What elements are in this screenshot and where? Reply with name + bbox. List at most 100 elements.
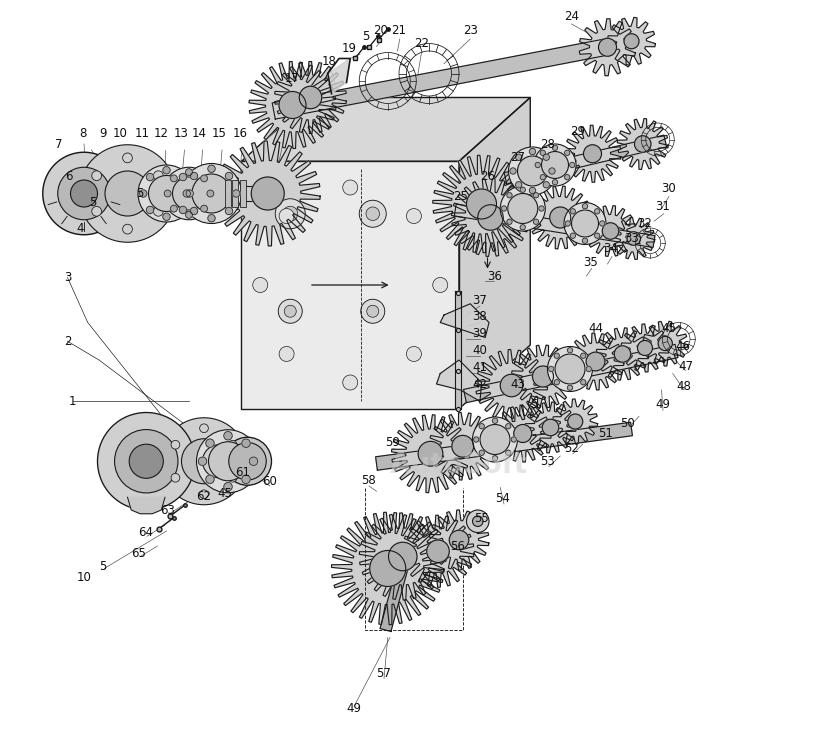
Text: 51: 51 bbox=[597, 427, 612, 440]
Circle shape bbox=[626, 232, 640, 245]
Polygon shape bbox=[454, 291, 460, 409]
Circle shape bbox=[114, 430, 178, 493]
Polygon shape bbox=[563, 125, 620, 182]
Circle shape bbox=[163, 167, 215, 220]
Text: 15: 15 bbox=[212, 127, 226, 140]
Polygon shape bbox=[327, 58, 350, 94]
Text: 29: 29 bbox=[569, 124, 585, 138]
Circle shape bbox=[163, 213, 170, 220]
Circle shape bbox=[185, 169, 192, 176]
Circle shape bbox=[171, 440, 179, 449]
Circle shape bbox=[581, 238, 587, 243]
Circle shape bbox=[138, 165, 195, 222]
Circle shape bbox=[370, 550, 405, 586]
Circle shape bbox=[543, 154, 549, 160]
Polygon shape bbox=[620, 324, 668, 372]
Circle shape bbox=[594, 209, 599, 214]
Circle shape bbox=[207, 190, 213, 197]
Polygon shape bbox=[475, 350, 547, 422]
Circle shape bbox=[160, 418, 247, 505]
Circle shape bbox=[181, 439, 227, 484]
Circle shape bbox=[510, 436, 516, 442]
Circle shape bbox=[79, 145, 176, 242]
Text: 11: 11 bbox=[135, 127, 150, 140]
Circle shape bbox=[563, 202, 605, 244]
Text: 57: 57 bbox=[376, 667, 391, 680]
Circle shape bbox=[515, 154, 521, 160]
Polygon shape bbox=[566, 333, 624, 390]
Text: 60: 60 bbox=[262, 475, 277, 488]
Circle shape bbox=[580, 380, 586, 385]
Circle shape bbox=[225, 207, 232, 214]
Text: 58: 58 bbox=[361, 473, 376, 487]
Polygon shape bbox=[331, 512, 443, 625]
Circle shape bbox=[533, 193, 538, 198]
Circle shape bbox=[241, 475, 250, 484]
Text: 65: 65 bbox=[131, 547, 146, 560]
Text: 5: 5 bbox=[99, 560, 107, 573]
Polygon shape bbox=[617, 118, 667, 170]
Circle shape bbox=[515, 182, 521, 188]
Bar bbox=[240, 180, 246, 207]
Circle shape bbox=[92, 206, 102, 216]
Polygon shape bbox=[272, 38, 609, 119]
Circle shape bbox=[228, 442, 266, 480]
Circle shape bbox=[192, 174, 231, 213]
Text: 59: 59 bbox=[385, 436, 400, 449]
Circle shape bbox=[500, 374, 522, 397]
Circle shape bbox=[564, 150, 569, 155]
Circle shape bbox=[539, 175, 545, 180]
Text: 5: 5 bbox=[529, 398, 537, 412]
Text: 31: 31 bbox=[655, 200, 670, 213]
Text: 38: 38 bbox=[472, 310, 487, 323]
Circle shape bbox=[541, 152, 568, 178]
Circle shape bbox=[279, 92, 306, 118]
Text: 62: 62 bbox=[196, 490, 211, 503]
Text: 45: 45 bbox=[661, 322, 676, 335]
Circle shape bbox=[479, 450, 484, 455]
Circle shape bbox=[553, 380, 559, 385]
Circle shape bbox=[506, 193, 511, 198]
Circle shape bbox=[505, 424, 510, 429]
Polygon shape bbox=[494, 405, 551, 462]
Circle shape bbox=[570, 209, 575, 214]
Polygon shape bbox=[440, 304, 489, 338]
Text: 5: 5 bbox=[136, 187, 144, 200]
Text: 63: 63 bbox=[160, 503, 175, 517]
Circle shape bbox=[569, 163, 574, 168]
Text: 32: 32 bbox=[637, 217, 652, 230]
Circle shape bbox=[549, 207, 570, 228]
Circle shape bbox=[252, 278, 267, 292]
Circle shape bbox=[517, 156, 547, 186]
Text: 9: 9 bbox=[99, 127, 107, 140]
Circle shape bbox=[472, 417, 517, 462]
Circle shape bbox=[190, 172, 198, 180]
Text: AutoSoft: AutoSoft bbox=[390, 451, 528, 479]
Circle shape bbox=[508, 147, 556, 195]
Text: 56: 56 bbox=[450, 539, 465, 553]
Circle shape bbox=[208, 165, 215, 172]
Circle shape bbox=[500, 186, 545, 231]
Circle shape bbox=[200, 175, 208, 181]
Polygon shape bbox=[275, 62, 346, 134]
Polygon shape bbox=[528, 186, 591, 249]
Circle shape bbox=[533, 219, 538, 224]
Text: 39: 39 bbox=[472, 327, 487, 340]
Circle shape bbox=[186, 190, 194, 197]
Circle shape bbox=[179, 206, 186, 214]
Circle shape bbox=[241, 439, 250, 448]
Text: 8: 8 bbox=[79, 127, 86, 140]
Circle shape bbox=[566, 386, 572, 390]
Polygon shape bbox=[127, 497, 165, 514]
Circle shape bbox=[228, 440, 237, 449]
Circle shape bbox=[153, 171, 163, 181]
Circle shape bbox=[552, 146, 557, 150]
Text: 13: 13 bbox=[174, 127, 189, 140]
Text: 40: 40 bbox=[472, 344, 487, 358]
Circle shape bbox=[164, 190, 171, 197]
Circle shape bbox=[196, 430, 259, 493]
Circle shape bbox=[553, 353, 559, 358]
Circle shape bbox=[624, 34, 638, 49]
Circle shape bbox=[388, 542, 417, 571]
Circle shape bbox=[366, 207, 379, 220]
